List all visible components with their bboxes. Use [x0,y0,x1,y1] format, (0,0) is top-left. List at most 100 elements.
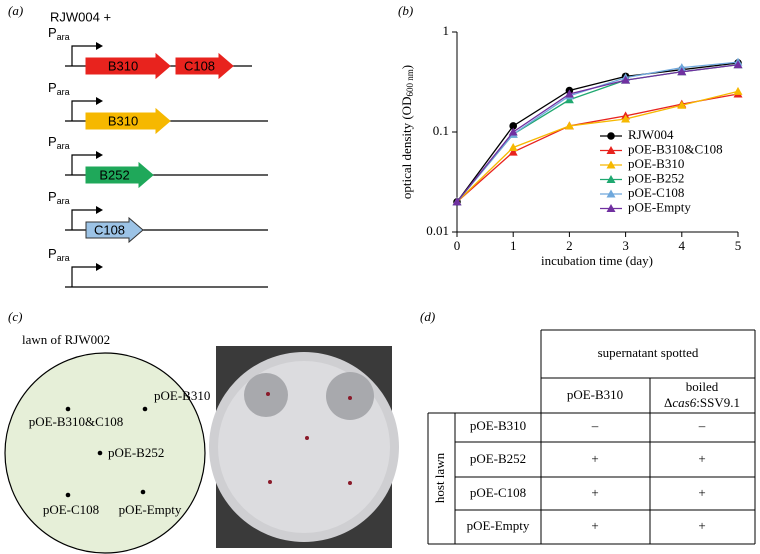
column-header: boiled [686,379,719,394]
promoter-label: Para [48,80,70,97]
promoter-sub: ara [57,87,70,97]
marker [733,60,743,69]
legend-marker [606,189,616,198]
promoter-name: P [48,189,57,204]
row-group-header: host lawn [432,452,447,503]
y-label-sub: 600 nm [405,69,415,96]
gene-label: B252 [99,167,129,182]
legend-marker [606,175,616,183]
spot [142,406,148,412]
promoter-arrow [71,266,96,287]
marker [677,63,687,72]
x-tick-label: 3 [622,238,629,253]
legend-label: pOE-Empty [628,199,691,214]
virus: :SSV9.1 [696,395,740,410]
delta: Δ [664,395,672,410]
row-header: pOE-B252 [470,451,526,466]
table-cell: + [698,485,705,500]
column-header: Δcas6:SSV9.1 [664,395,740,410]
gene-label: C108 [94,222,125,237]
table-cell: + [591,518,598,533]
column-header: pOE-B310 [567,387,623,402]
table-cell: + [698,518,705,533]
panel-label: (d) [420,309,435,324]
y-tick-label: 1 [443,23,450,38]
marker [621,75,631,84]
plate-diagram [4,352,206,554]
promoter-name: P [48,80,57,95]
y-label-text: optical density (OD [399,97,414,200]
gene-arrow [85,107,171,135]
marker [677,100,687,109]
series-line [456,64,739,203]
legend-label: pOE-B252 [628,170,684,185]
arrow-head [96,206,103,214]
marker [508,142,518,151]
promoter-arrow [71,209,96,230]
spot-label: pOE-B310 [154,388,210,403]
legend-label: pOE-B310&C108 [628,141,723,156]
promoter-label: Para [48,246,70,263]
marker [509,122,517,130]
plate-photo [209,346,399,548]
promoter-arrow [71,45,96,66]
panel-label: (a) [8,3,23,18]
marker [508,127,518,136]
row-header: pOE-Empty [467,518,530,533]
spot-label: pOE-B252 [108,445,164,460]
arrow-head [96,263,103,271]
promoter-sub: ara [57,141,70,151]
y-axis-label: optical density (OD600 nm) [399,65,415,199]
legend-label: pOE-B310 [628,156,684,171]
x-tick-label: 0 [454,238,461,253]
legend-marker [607,132,615,140]
legend-marker [606,160,616,169]
y-label-end: ) [399,65,414,69]
legend-label: pOE-C108 [628,185,684,200]
promoter-label: Para [48,25,70,42]
panel-label: (b) [398,3,413,18]
gene-arrow [85,52,171,80]
gene-label: B310 [108,113,138,128]
marker [733,86,743,95]
spot [65,492,71,498]
series-line [456,62,739,203]
spot-label: pOE-C108 [43,502,99,517]
gene-arrow [85,161,154,189]
panel-label: (c) [8,309,22,324]
promoter-name: P [48,246,57,261]
spot [140,489,146,495]
row-header: pOE-B310 [470,418,526,433]
table-cell: – [698,418,706,433]
promoter-name: P [48,25,57,40]
legend-marker [606,146,616,154]
spot-label: pOE-B310&C108 [29,414,124,429]
promoter-arrow [71,100,96,121]
x-tick-label: 1 [510,238,517,253]
promoter-sub: ara [57,196,70,206]
table-group-header: supernatant spotted [598,345,699,360]
table-cell: + [698,451,705,466]
marker [564,121,574,130]
promoter-name: P [48,134,57,149]
promoter-sub: ara [57,32,70,42]
arrow-head [96,151,103,159]
marker [621,114,631,123]
promoter-label: Para [48,189,70,206]
table-cell: – [591,418,599,433]
promoter-label: Para [48,134,70,151]
table-grid [427,329,756,545]
gene-label: B310 [108,58,138,73]
series-line [456,90,739,203]
marker [677,67,687,76]
legend-label: RJW004 [628,127,674,142]
x-axis-label: incubation time (day) [541,253,653,268]
gene-arrow [175,52,234,80]
marker [564,89,574,98]
promoter-sub: ara [57,253,70,263]
x-tick-label: 5 [735,238,742,253]
row-header: pOE-C108 [470,485,526,500]
arrow-head [96,42,103,50]
